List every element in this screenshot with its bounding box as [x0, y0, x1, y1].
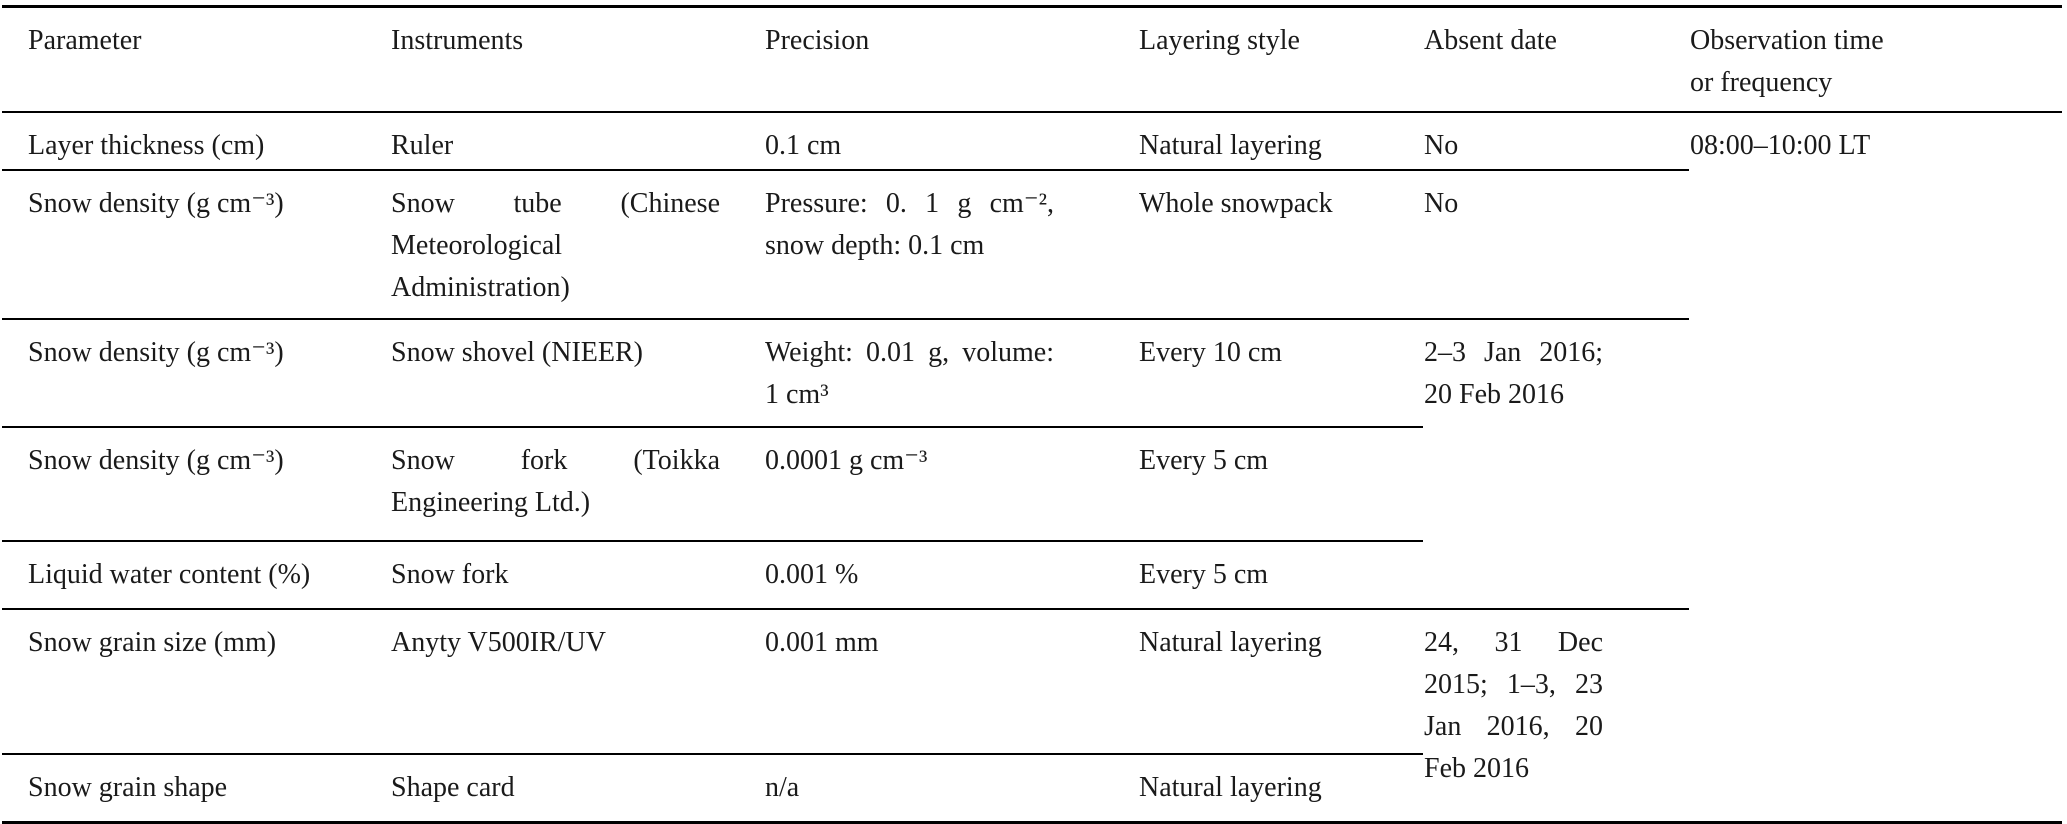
cell-parameter: Snow density (g cm⁻³)	[2, 426, 390, 542]
cell-layering-style: Natural layering	[1138, 753, 1423, 824]
cell-precision: Pressure: 0. 1 g cm⁻², snow depth: 0.1 c…	[764, 169, 1138, 320]
column-header-precision: Precision	[764, 5, 1138, 113]
observation-parameters-table: Parameter Instruments Precision Layering…	[2, 5, 2062, 824]
cell-layering-style: Natural layering	[1138, 608, 1423, 755]
row-snow-grain-size: Snow grain size (mm) Anyty V500IR/UV 0.0…	[2, 608, 2062, 824]
cell-instruments: Anyty V500IR/UV	[390, 608, 764, 755]
cell-layering-style: Every 10 cm	[1138, 318, 1423, 428]
cell-precision: Weight: 0.01 g, volume: 1 cm³	[764, 318, 1138, 428]
cell-precision: 0.1 cm	[764, 111, 1138, 171]
cell-precision: 0.001 mm	[764, 608, 1138, 755]
column-header-layering-style: Layering style	[1138, 5, 1423, 113]
column-header-parameter: Parameter	[2, 5, 390, 113]
cell-absent-date: 2–3 Jan 2016; 20 Feb 2016	[1423, 318, 1689, 610]
cell-parameter: Snow grain shape	[2, 753, 390, 824]
cell-instruments: Snow fork	[390, 540, 764, 610]
cell-parameter: Layer thickness (cm)	[2, 111, 390, 171]
cell-precision: 0.001 %	[764, 540, 1138, 610]
cell-parameter: Liquid water content (%)	[2, 540, 390, 610]
cell-layering-style: Every 5 cm	[1138, 540, 1423, 610]
cell-instruments: Snow tube (Chinese Meteorological Admini…	[390, 169, 764, 320]
cell-absent-date: No	[1423, 169, 1689, 320]
cell-parameter: Snow grain size (mm)	[2, 608, 390, 755]
cell-layering-style: Whole snowpack	[1138, 169, 1423, 320]
header-row: Parameter Instruments Precision Layering…	[2, 5, 2062, 113]
cell-precision: n/a	[764, 753, 1138, 824]
row-liquid-water-content: Liquid water content (%) Snow fork 0.001…	[2, 540, 2062, 610]
cell-parameter: Snow density (g cm⁻³)	[2, 169, 390, 320]
cell-layering-style: Natural layering	[1138, 111, 1423, 171]
cell-absent-date: 24, 31 Dec 2015; 1–3, 23 Jan 2016, 20 Fe…	[1423, 608, 1689, 824]
cell-instruments: Shape card	[390, 753, 764, 824]
cell-precision: 0.0001 g cm⁻³	[764, 426, 1138, 542]
row-snow-density-tube: Snow density (g cm⁻³) Snow tube (Chinese…	[2, 169, 2062, 320]
row-snow-density-shovel: Snow density (g cm⁻³) Snow shovel (NIEER…	[2, 318, 2062, 610]
row-layer-thickness: Layer thickness (cm) Ruler 0.1 cm Natura…	[2, 111, 2062, 824]
cell-parameter: Snow density (g cm⁻³)	[2, 318, 390, 428]
cell-absent-date: No	[1423, 111, 1689, 171]
row-snow-density-fork: Snow density (g cm⁻³) Snow fork (Toikka …	[2, 426, 2062, 542]
cell-instruments: Snow fork (Toikka Engineering Ltd.)	[390, 426, 764, 542]
cell-layering-style: Every 5 cm	[1138, 426, 1423, 542]
column-header-absent-date: Absent date	[1423, 5, 1689, 113]
row-snow-grain-shape: Snow grain shape Shape card n/a Natural …	[2, 753, 2062, 824]
cell-instruments: Ruler	[390, 111, 764, 171]
column-header-instruments: Instruments	[390, 5, 764, 113]
cell-observation-time: 08:00–10:00 LT	[1689, 111, 2062, 824]
column-header-observation-time: Observation time or frequency	[1689, 5, 2062, 113]
cell-instruments: Snow shovel (NIEER)	[390, 318, 764, 428]
